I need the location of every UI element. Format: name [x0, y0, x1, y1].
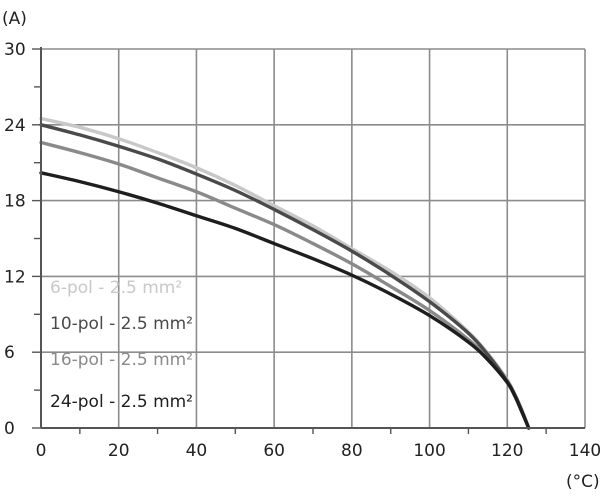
y-tick-label-5: 30 [4, 40, 26, 60]
tick-labels: 0 6 12 18 24 30 0 20 40 60 80 100 120 140 (A) (°C) [2, 9, 600, 492]
series-line-3 [39, 171, 531, 430]
legend-entry-1: 10-pol - 2.5 mm² [50, 314, 193, 334]
x-tick-label-2: 40 [186, 441, 208, 461]
x-tick-label-4: 80 [341, 441, 363, 461]
series-lines [39, 116, 531, 430]
y-unit-label: (A) [2, 9, 27, 29]
series-line-0 [39, 116, 531, 430]
legend: 6-pol - 2.5 mm² 10-pol - 2.5 mm² 16-pol - … [50, 278, 193, 412]
x-unit-label: (°C) [566, 472, 600, 492]
axes [32, 47, 585, 434]
x-tick-label-0: 0 [36, 441, 47, 461]
grid [40, 48, 586, 429]
y-tick-label-0: 0 [4, 419, 15, 439]
y-tick-label-2: 12 [4, 267, 26, 287]
legend-entry-2: 16-pol - 2.5 mm² [50, 350, 193, 370]
x-tick-label-5: 100 [413, 441, 445, 461]
legend-entry-3: 24-pol - 2.5 mm² [50, 392, 193, 412]
y-tick-label-4: 24 [4, 116, 26, 136]
x-tick-label-6: 120 [491, 441, 523, 461]
y-tick-label-3: 18 [4, 192, 26, 212]
x-tick-label-3: 60 [263, 441, 285, 461]
x-tick-label-7: 140 [569, 441, 600, 461]
legend-entry-0: 6-pol - 2.5 mm² [50, 278, 182, 298]
x-tick-label-1: 20 [108, 441, 130, 461]
y-tick-label-1: 6 [4, 343, 15, 363]
